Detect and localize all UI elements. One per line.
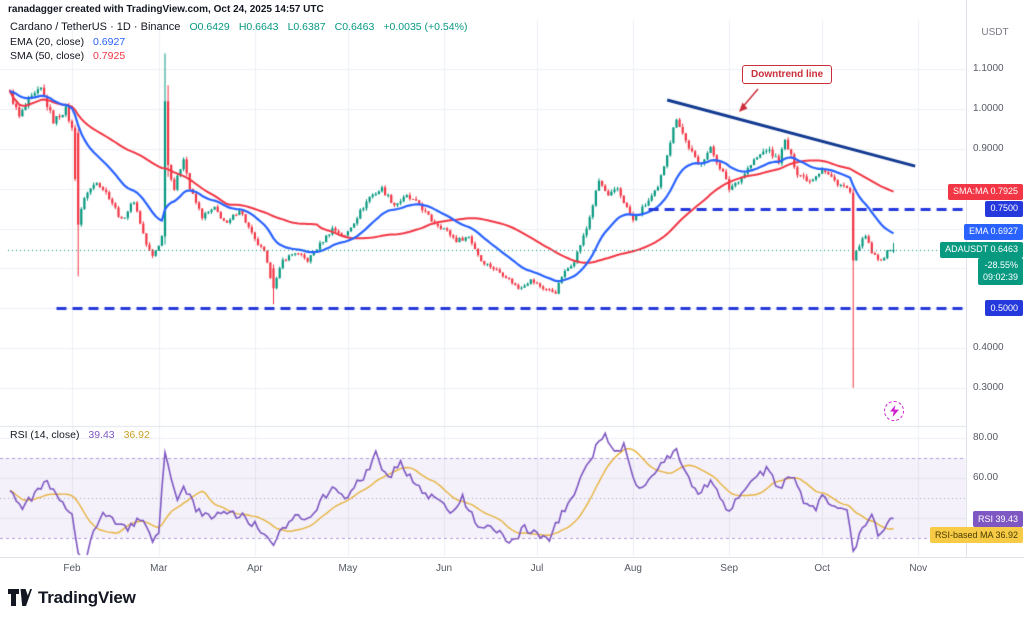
rsi-legend[interactable]: RSI (14, close) 39.43 36.92 — [10, 429, 156, 441]
watermark: ranadagger created with TradingView.com,… — [8, 4, 324, 15]
time-axis-label: Jun — [435, 563, 453, 574]
tradingview-logo-text: TradingView — [38, 588, 136, 607]
tradingview-logo[interactable]: TradingView — [8, 588, 136, 608]
time-axis-label: Nov — [909, 563, 928, 574]
price-tick-label: 1.0000 — [973, 103, 1004, 115]
price-axis[interactable]: USDT 1.1000 1.0000 0.9000 0.4000 0.3000 80.00… — [929, 0, 1024, 578]
symbol-title[interactable]: Cardano / TetherUS · 1D · Binance — [10, 21, 181, 33]
price-tick-label: 0.9000 — [973, 143, 1004, 154]
rsi-ma-value-badge: RSI-based MA 36.92 — [929, 527, 1023, 544]
lightning-bolt-icon — [889, 405, 899, 417]
rsi-legend-label: RSI (14, close) — [10, 429, 80, 441]
ohlc-close: C0.6463 — [334, 21, 375, 33]
flash-icon[interactable] — [884, 401, 904, 421]
ema-price-badge: EMA 0.6927 — [963, 223, 1023, 240]
countdown-badge: -28.55% 09:02:39 — [977, 257, 1023, 286]
rsi-tick-label: 60.00 — [973, 472, 999, 483]
tradingview-logo-icon — [8, 589, 32, 606]
sma-legend[interactable]: SMA (50, close) 0.7925 — [10, 50, 131, 62]
rsi-tick-label: 80.00 — [973, 432, 999, 443]
sma-legend-value: 0.7925 — [93, 50, 126, 62]
sma-legend-label: SMA (50, close) — [10, 50, 85, 62]
rsi-legend-value: 39.43 — [88, 429, 115, 441]
level-075-badge: 0.7500 — [985, 200, 1023, 217]
symbol-legend[interactable]: Cardano / TetherUS · 1D · Binance O0.642… — [10, 21, 473, 33]
time-axis-label: Apr — [247, 563, 263, 574]
rsi-ma-legend-value: 36.92 — [123, 429, 150, 441]
axis-currency-label: USDT — [981, 27, 1009, 38]
price-tick-label: 0.3000 — [973, 381, 1004, 393]
time-axis-label: Feb — [63, 563, 81, 574]
ema-legend[interactable]: EMA (20, close) 0.6927 — [10, 36, 131, 48]
last-price-badge: ADAUSDT 0.6463 — [940, 241, 1023, 259]
ohlc-high: H0.6643 — [238, 21, 279, 33]
ema-legend-label: EMA (20, close) — [10, 36, 85, 48]
sma-price-badge: SMA:MA 0.7925 — [947, 183, 1023, 201]
time-axis-label: Mar — [150, 563, 168, 574]
time-axis-label: Oct — [814, 563, 830, 574]
price-tick-label: 1.1000 — [973, 63, 1004, 75]
time-axis-label: Sep — [720, 563, 739, 574]
ohlc-open: O0.6429 — [189, 21, 230, 33]
time-axis[interactable]: Feb Mar Apr May Jun Jul Aug Sep Oct Nov — [0, 557, 1024, 580]
ohlc-low: L0.6387 — [287, 21, 326, 33]
time-axis-label: May — [338, 563, 358, 574]
ohlc-change: +0.0035 (+0.54%) — [383, 21, 468, 33]
price-tick-label: 0.4000 — [973, 342, 1004, 353]
downtrend-annotation[interactable]: Downtrend line — [742, 65, 833, 84]
time-axis-label: Aug — [624, 563, 642, 574]
time-axis-label: Jul — [530, 563, 544, 574]
level-050-badge: 0.5000 — [985, 300, 1023, 317]
rsi-value-badge: RSI 39.43 — [972, 511, 1023, 528]
ema-legend-value: 0.6927 — [93, 36, 126, 48]
